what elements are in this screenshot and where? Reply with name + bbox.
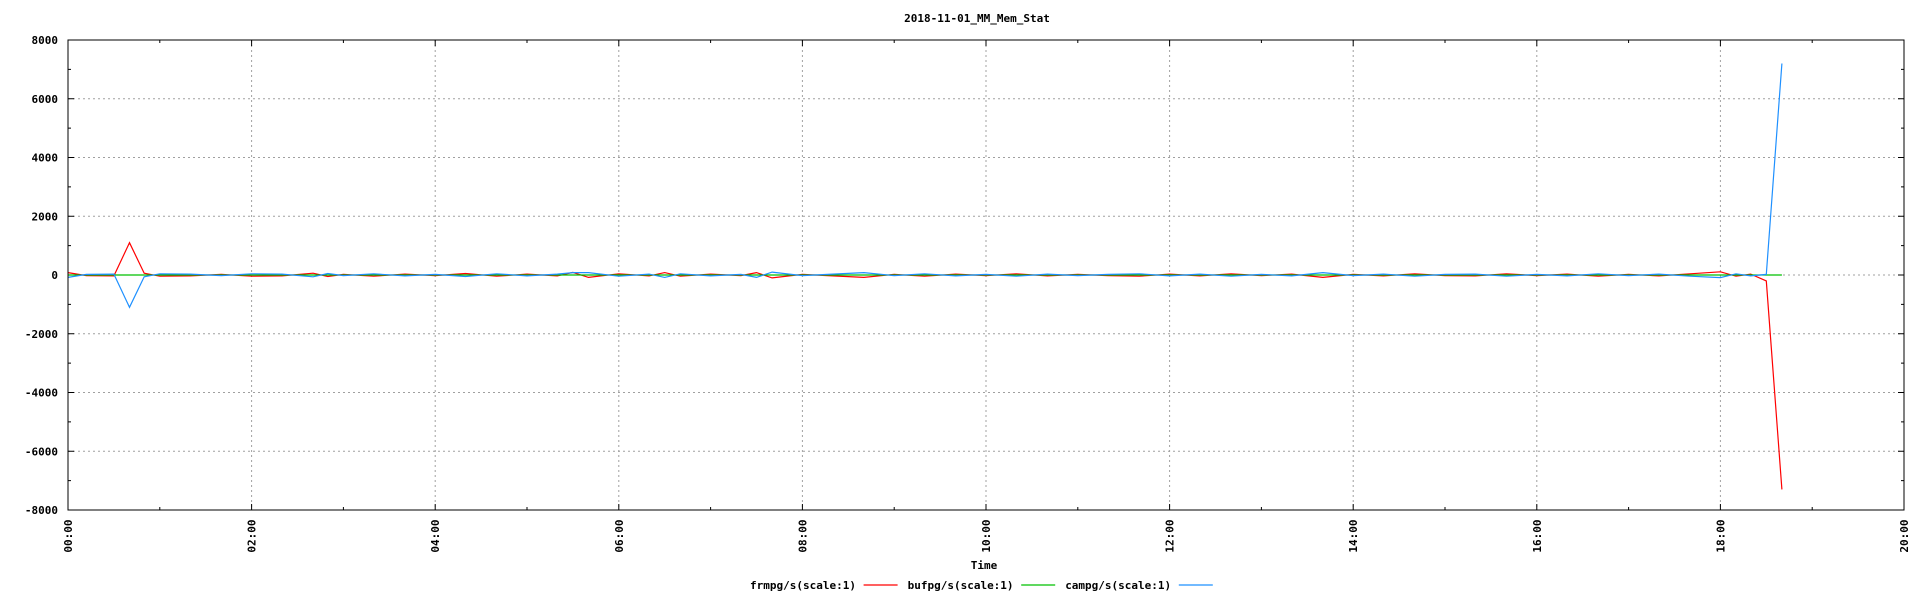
x-axis-label: Time [971,559,998,572]
legend-label: frmpg/s(scale:1) [750,579,856,592]
chart-title: 2018-11-01_MM_Mem_Stat [904,12,1050,25]
x-tick-label: 16:00 [1531,519,1544,552]
x-tick-label: 18:00 [1714,519,1727,552]
legend: frmpg/s(scale:1) bufpg/s(scale:1) campg/s(… [750,579,1213,592]
y-tick-label: -4000 [25,387,58,400]
x-tick-label: 04:00 [429,519,442,552]
x-tick-label: 14:00 [1347,519,1360,552]
y-tick-label: 2000 [32,210,59,223]
y-tick-label: 6000 [32,93,59,106]
y-tick-label: 0 [51,269,58,282]
x-tick-label: 06:00 [613,519,626,552]
x-tick-label: 08:00 [796,519,809,552]
y-tick-label: -8000 [25,504,58,517]
y-tick-label: -6000 [25,445,58,458]
series-line-3 [67,63,1783,309]
axes: 8000 6000 4000 2000 0 -2000 -4000 -6000 -8000 00:… [25,34,1911,553]
series-lines [67,63,1783,490]
x-tick-label: 02:00 [246,519,259,552]
x-tick-label: 20:00 [1898,519,1911,552]
plot-frame [67,39,1905,511]
x-tick-label: 12:00 [1164,519,1177,552]
x-tick-label: 00:00 [62,519,75,552]
series-line-1 [67,241,1783,490]
y-tick-label: 4000 [32,152,59,165]
y-tick-label: -2000 [25,328,58,341]
legend-label: bufpg/s(scale:1) [908,579,1014,592]
y-tick-label: 8000 [32,34,59,47]
legend-label: campg/s(scale:1) [1065,579,1171,592]
x-tick-label: 10:00 [980,519,993,552]
